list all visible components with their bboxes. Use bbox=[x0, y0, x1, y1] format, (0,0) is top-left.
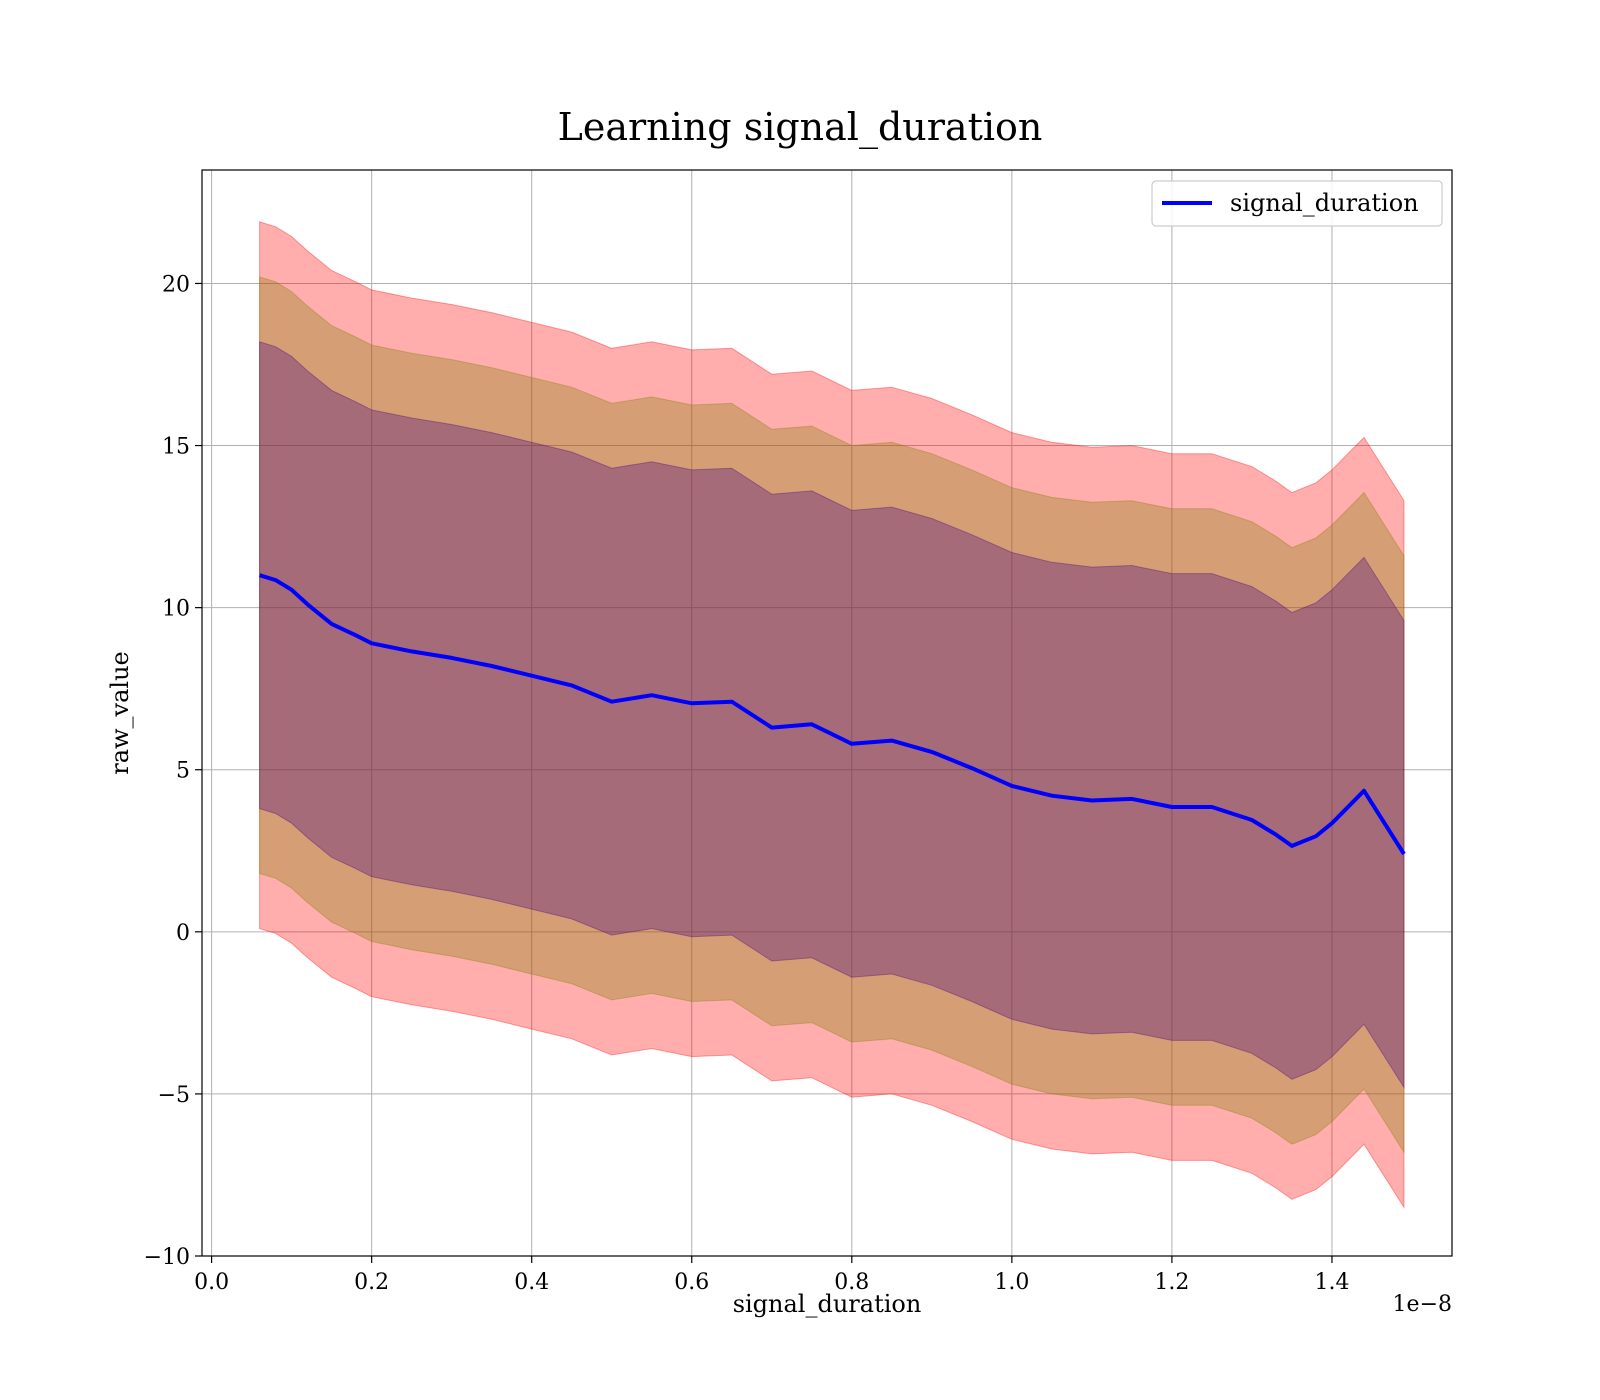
y-tick-label: 15 bbox=[162, 435, 190, 460]
y-axis-label: raw_value bbox=[106, 651, 134, 775]
y-axis-ticks: −10 −5 0 5 10 15 20 bbox=[144, 272, 202, 1270]
legend-box bbox=[1151, 180, 1443, 227]
x-tick-label: 0.2 bbox=[354, 1270, 389, 1295]
y-tick-label: 0 bbox=[176, 921, 190, 946]
legend-label: signal_duration bbox=[1230, 189, 1419, 217]
y-tick-label: −10 bbox=[144, 1245, 190, 1270]
series-line bbox=[259, 573, 1406, 856]
x-tick-label: 0.4 bbox=[514, 1270, 549, 1295]
x-tick-label: 1.0 bbox=[994, 1270, 1029, 1295]
x-tick-label: 0.8 bbox=[834, 1270, 869, 1295]
y-tick-label: 5 bbox=[176, 759, 190, 784]
x-tick-label: 0.6 bbox=[674, 1270, 709, 1295]
x-axis-offset-label: 1e−8 bbox=[1393, 1292, 1452, 1317]
x-tick-label: 1.2 bbox=[1154, 1270, 1189, 1295]
x-tick-label: 1.4 bbox=[1314, 1270, 1349, 1295]
chart-title: Learning signal_duration bbox=[558, 105, 1043, 150]
y-tick-label: −5 bbox=[158, 1083, 190, 1108]
confidence-band bbox=[259, 221, 1405, 1210]
legend: signal_duration bbox=[1151, 180, 1443, 227]
confidence-bands bbox=[259, 221, 1405, 1210]
y-tick-label: 20 bbox=[162, 272, 190, 297]
plot-frame bbox=[201, 169, 1453, 1257]
confidence-band bbox=[259, 276, 1405, 1155]
x-axis-label: signal_duration bbox=[733, 1290, 922, 1318]
series-lines bbox=[259, 573, 1406, 856]
confidence-band bbox=[259, 341, 1405, 1090]
x-tick-label: 0.0 bbox=[194, 1270, 229, 1295]
y-tick-label: 10 bbox=[162, 597, 190, 622]
x-axis-ticks: 0.0 0.2 0.4 0.6 0.8 1.0 1.2 1.4 bbox=[194, 1256, 1349, 1295]
